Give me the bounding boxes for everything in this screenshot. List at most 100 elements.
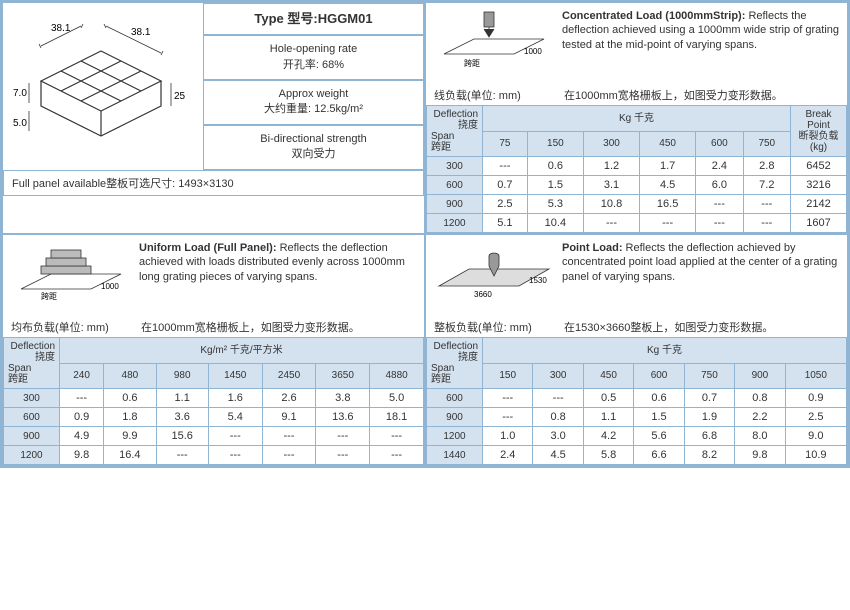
data-cell: 13.6 — [316, 408, 370, 427]
svg-text:38.1: 38.1 — [131, 27, 151, 38]
svg-text:1000: 1000 — [101, 282, 119, 291]
strength: Bi-directional strength 双向受力 — [203, 125, 424, 170]
data-cell: 0.6 — [634, 389, 684, 408]
data-cell: --- — [483, 157, 528, 176]
svg-text:25: 25 — [174, 91, 186, 102]
col-header: 1450 — [208, 363, 262, 389]
uniform-desc: Uniform Load (Full Panel): Reflects the … — [139, 241, 416, 311]
point-cn-desc: 在1530×3660整板上，如图受力变形数据。 — [564, 319, 773, 335]
data-cell: 0.9 — [785, 389, 846, 408]
data-cell: --- — [583, 214, 639, 233]
col-header: 980 — [156, 363, 208, 389]
quadrant-concentrated: 跨距 1000 Concentrated Load (1000mmStrip):… — [425, 2, 848, 234]
data-cell: 0.7 — [684, 389, 734, 408]
hole-rate-cn: 开孔率: 68% — [212, 58, 415, 73]
data-cell: 2.8 — [743, 157, 790, 176]
data-cell: 3.8 — [316, 389, 370, 408]
col-header: 240 — [60, 363, 104, 389]
data-cell: 9.8 — [60, 446, 104, 465]
concentrated-cn-label: 线负载(单位: mm) — [434, 87, 564, 103]
data-cell: 2.4 — [696, 157, 743, 176]
data-cell: 16.5 — [640, 195, 696, 214]
data-cell: 6.8 — [684, 427, 734, 446]
data-cell: 8.2 — [684, 446, 734, 465]
col-header: 150 — [483, 363, 533, 389]
breakpoint-cell: 6452 — [791, 157, 847, 176]
datasheet-grid: 38.1 38.1 7.0 5.0 25 Type 型号:HGGM01 Hole… — [0, 0, 850, 468]
col-header: 3650 — [316, 363, 370, 389]
breakpoint-cell: 1607 — [791, 214, 847, 233]
weight: Approx weight 大约重量: 12.5kg/m² — [203, 80, 424, 125]
data-cell: 10.4 — [527, 214, 583, 233]
span-cell: 600 — [4, 408, 60, 427]
data-cell: 2.4 — [483, 446, 533, 465]
data-cell: --- — [483, 408, 533, 427]
table-row: 14402.44.55.86.68.29.810.9 — [427, 446, 847, 465]
span-cell: 600 — [427, 389, 483, 408]
svg-text:3660: 3660 — [474, 290, 492, 299]
data-cell: 7.2 — [743, 176, 790, 195]
data-cell: 6.6 — [634, 446, 684, 465]
data-cell: --- — [208, 427, 262, 446]
full-panel-size: Full panel available整板可选尺寸: 1493×3130 — [3, 170, 424, 196]
kg-header-point: Kg 千克 — [483, 338, 847, 364]
table-row: 12009.816.4--------------- — [4, 446, 424, 465]
data-cell: 4.2 — [583, 427, 633, 446]
span-cell: 1200 — [427, 214, 483, 233]
point-table: Deflection 挠度 Span 跨距 Kg 千克 150300450600… — [426, 337, 847, 465]
data-cell: 3.1 — [583, 176, 639, 195]
weight-en: Approx weight — [212, 87, 415, 102]
data-cell: 8.0 — [735, 427, 785, 446]
data-cell: --- — [316, 427, 370, 446]
col-header: 1050 — [785, 363, 846, 389]
data-cell: 9.9 — [104, 427, 156, 446]
col-header: 600 — [696, 131, 743, 157]
data-cell: --- — [316, 446, 370, 465]
spec-table: Type 型号:HGGM01 Hole-opening rate 开孔率: 68… — [203, 3, 424, 170]
data-cell: 10.9 — [785, 446, 846, 465]
data-cell: 0.8 — [533, 408, 583, 427]
col-header: 450 — [640, 131, 696, 157]
uniform-title: Uniform Load (Full Panel): — [139, 242, 280, 254]
data-cell: 1.2 — [583, 157, 639, 176]
breakpoint-cell: 2142 — [791, 195, 847, 214]
breakpoint-cell: 3216 — [791, 176, 847, 195]
strength-en: Bi-directional strength — [212, 132, 415, 147]
data-cell: --- — [208, 446, 262, 465]
hole-rate: Hole-opening rate 开孔率: 68% — [203, 35, 424, 80]
data-cell: 2.6 — [262, 389, 316, 408]
data-cell: 5.1 — [483, 214, 528, 233]
span-cell: 300 — [4, 389, 60, 408]
col-header: 2450 — [262, 363, 316, 389]
data-cell: 6.0 — [696, 176, 743, 195]
data-cell: 2.5 — [483, 195, 528, 214]
data-cell: 3.6 — [156, 408, 208, 427]
data-cell: 2.5 — [785, 408, 846, 427]
table-row: 6000.91.83.65.49.113.618.1 — [4, 408, 424, 427]
table-row: 6000.71.53.14.56.07.23216 — [427, 176, 847, 195]
data-cell: 4.5 — [640, 176, 696, 195]
data-cell: 1.6 — [208, 389, 262, 408]
col-header: 300 — [533, 363, 583, 389]
data-cell: 1.5 — [634, 408, 684, 427]
data-cell: 9.8 — [735, 446, 785, 465]
data-cell: 4.9 — [60, 427, 104, 446]
data-cell: 0.8 — [735, 389, 785, 408]
svg-text:5.0: 5.0 — [13, 118, 27, 129]
data-cell: 0.7 — [483, 176, 528, 195]
table-row: 12005.110.4------------1607 — [427, 214, 847, 233]
svg-text:38.1: 38.1 — [51, 23, 71, 34]
data-cell: 1.8 — [104, 408, 156, 427]
data-cell: --- — [262, 446, 316, 465]
span-cell: 1440 — [427, 446, 483, 465]
data-cell: 18.1 — [370, 408, 424, 427]
span-cell: 1200 — [427, 427, 483, 446]
span-cell: 1200 — [4, 446, 60, 465]
data-cell: 3.0 — [533, 427, 583, 446]
col-header: 4880 — [370, 363, 424, 389]
data-cell: --- — [640, 214, 696, 233]
data-cell: --- — [696, 214, 743, 233]
data-cell: --- — [156, 446, 208, 465]
data-cell: 1.5 — [527, 176, 583, 195]
data-cell: 10.8 — [583, 195, 639, 214]
